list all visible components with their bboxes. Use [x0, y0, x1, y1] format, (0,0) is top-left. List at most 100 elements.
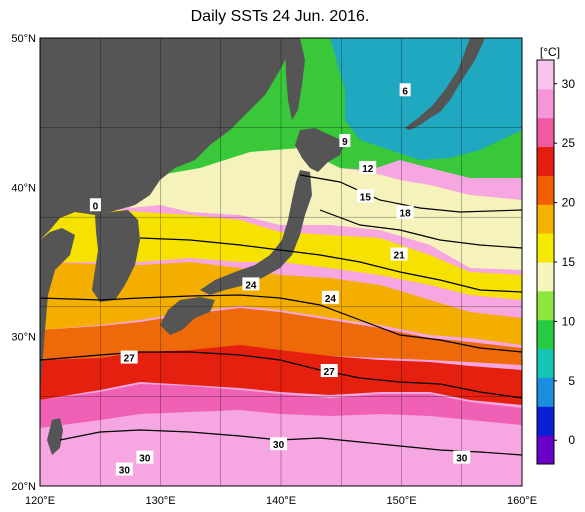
contour-label-box — [270, 437, 288, 451]
contour-label: 0 — [89, 198, 101, 212]
longitude-tick-label: 120°E — [25, 495, 55, 507]
land-masses — [40, 38, 485, 455]
colorbar: [°C] 30 25 20 15 10 5 0 — [536, 45, 575, 465]
isotherm-21 — [139, 237, 522, 293]
land-sakhalin — [285, 38, 305, 120]
colorbar-steps — [537, 60, 554, 465]
contour-label-text: 27 — [124, 354, 136, 365]
contour-label: 27 — [320, 364, 338, 378]
contour-label-text: 30 — [119, 466, 131, 477]
colorbar-tick-label: 25 — [562, 136, 576, 150]
contour-label-text: 30 — [456, 454, 468, 465]
contour-label-text: 21 — [394, 251, 406, 262]
latitude-axis: 50°N 40°N 30°N 20°N — [11, 33, 36, 493]
contour-label-text: 30 — [273, 440, 285, 451]
colorbar-tick-label: 20 — [562, 196, 576, 210]
land-china-east-coast — [40, 228, 75, 395]
contour-label-box — [321, 290, 339, 304]
map-frame — [39, 37, 523, 487]
longitude-tick-label: 140°E — [266, 495, 296, 507]
colorbar-unit: [°C] — [540, 45, 560, 59]
colorbar-step — [537, 348, 554, 378]
land-korea — [92, 210, 140, 302]
contour-label-box — [453, 450, 471, 464]
land-shikoku-kyushu — [160, 297, 215, 335]
colorbar-step — [537, 204, 554, 234]
contour-label-box — [320, 364, 338, 378]
contour-label: 6 — [399, 83, 411, 97]
longitude-tick-label: 150°E — [386, 495, 416, 507]
colorbar-step — [537, 262, 554, 292]
contour-label-box — [115, 462, 133, 476]
contour-label: 9 — [339, 134, 351, 148]
colorbar-tick-label: 5 — [568, 374, 575, 388]
colorbar-tick-label: 15 — [562, 255, 576, 269]
contour-label-box — [390, 247, 408, 261]
longitude-axis: 120°E 130°E 140°E 150°E 160°E — [25, 495, 537, 507]
isotherm-30 — [59, 429, 522, 456]
contour-label-text: 9 — [342, 137, 348, 148]
colorbar-step — [537, 435, 554, 465]
colorbar-step — [537, 319, 554, 350]
contour-label: 21 — [390, 247, 408, 262]
contour-label-box — [339, 134, 351, 148]
contour-label: 30 — [136, 450, 154, 465]
latitude-tick-label: 40°N — [11, 182, 36, 194]
sst-band-cyan — [330, 38, 522, 160]
colorbar-tick-label: 30 — [562, 77, 576, 91]
contour-label: 30 — [115, 462, 133, 477]
colorbar-step — [537, 60, 554, 90]
land-taiwan — [47, 418, 63, 455]
contour-label: 24 — [242, 277, 260, 291]
contour-label: 30 — [270, 437, 288, 451]
contour-label-text: 24 — [245, 280, 257, 291]
contour-label: 18 — [396, 205, 414, 220]
contour-label-text: 30 — [139, 454, 151, 465]
land-asia-mainland — [40, 38, 290, 240]
land-honshu — [200, 170, 312, 295]
contour-label-text: 0 — [93, 201, 99, 212]
isotherm-18 — [319, 209, 522, 249]
longitude-tick-label: 160°E — [507, 495, 537, 507]
contour-label-box — [359, 160, 377, 174]
contour-label: 24 — [321, 290, 339, 305]
land-kamchatka-kurils — [405, 38, 485, 130]
colorbar-step — [537, 117, 554, 148]
latitude-tick-label: 20°N — [11, 481, 36, 493]
colorbar-tick-label: 0 — [568, 433, 575, 447]
colorbar-step — [537, 146, 554, 176]
colorbar-step — [537, 406, 554, 436]
sst-band-lightyellow — [130, 148, 522, 270]
contour-label-box — [136, 450, 154, 464]
map-title: Daily SSTs 24 Jun. 2016. — [190, 8, 370, 25]
colorbar-ticks: 30 25 20 15 10 5 0 — [554, 77, 575, 447]
contour-label: 15 — [356, 189, 374, 203]
colorbar-tick-label: 10 — [562, 314, 576, 328]
contour-label-box — [356, 189, 374, 203]
contour-label: 30 — [453, 450, 471, 465]
contour-label: 27 — [120, 350, 138, 365]
contour-label-text: 18 — [400, 209, 412, 220]
colorbar-step — [537, 175, 554, 205]
contour-label-text: 27 — [324, 367, 336, 378]
colorbar-step — [537, 88, 554, 119]
isotherm-15 — [299, 174, 522, 213]
longitude-tick-label: 130°E — [145, 495, 175, 507]
contour-label-layer: 6 9 12 15 18 21 24 24 27 27 30 30 30 30 0 — [89, 83, 471, 477]
contour-label-box — [120, 350, 138, 364]
contour-label-box — [242, 277, 260, 291]
land-hokkaido — [295, 128, 345, 172]
map-grid — [40, 38, 522, 486]
latitude-tick-label: 30°N — [11, 332, 36, 344]
contour-label-box — [89, 198, 101, 212]
colorbar-step — [537, 377, 554, 407]
contour-label-text: 6 — [402, 86, 408, 97]
latitude-tick-label: 50°N — [11, 33, 36, 45]
contour-label-text: 15 — [360, 192, 372, 203]
isotherm-24 — [40, 294, 522, 353]
colorbar-step — [537, 233, 554, 263]
contour-label-text: 24 — [325, 294, 337, 305]
contour-label-box — [399, 83, 411, 97]
contour-label-text: 12 — [362, 164, 374, 175]
